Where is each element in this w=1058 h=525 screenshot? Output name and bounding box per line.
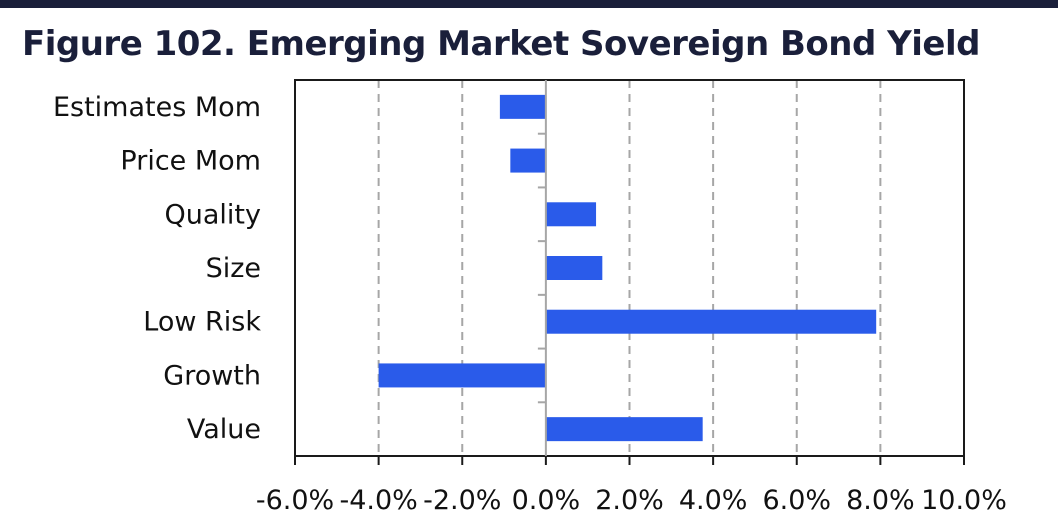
- bar-estimates-mom: [499, 94, 546, 119]
- bar-growth: [378, 363, 546, 388]
- category-label: Low Risk: [143, 307, 261, 338]
- x-tick-label: 4.0%: [679, 485, 748, 516]
- category-label: Growth: [163, 360, 261, 391]
- x-tick-label: 6.0%: [762, 485, 831, 516]
- bar-quality: [545, 202, 597, 227]
- category-label: Quality: [165, 199, 261, 230]
- top-accent-bar: [0, 0, 1058, 8]
- x-tick-label: -4.0%: [339, 485, 417, 516]
- x-tick-label: 10.0%: [921, 485, 1007, 516]
- bar-low-risk: [545, 309, 877, 334]
- x-tick-label: -2.0%: [423, 485, 501, 516]
- x-tick-label: -6.0%: [256, 485, 334, 516]
- category-label: Value: [187, 414, 261, 445]
- bar-size: [545, 256, 603, 280]
- category-label: Estimates Mom: [53, 92, 261, 123]
- chart-title: Figure 102. Emerging Market Sovereign Bo…: [22, 24, 980, 64]
- bar-value: [545, 417, 703, 442]
- bar-price-mom: [510, 148, 546, 173]
- x-tick-label: 0.0%: [512, 485, 581, 516]
- category-label: Price Mom: [120, 146, 261, 177]
- x-tick-label: 8.0%: [846, 485, 915, 516]
- x-tick-label: 2.0%: [595, 485, 664, 516]
- category-label: Size: [206, 253, 261, 284]
